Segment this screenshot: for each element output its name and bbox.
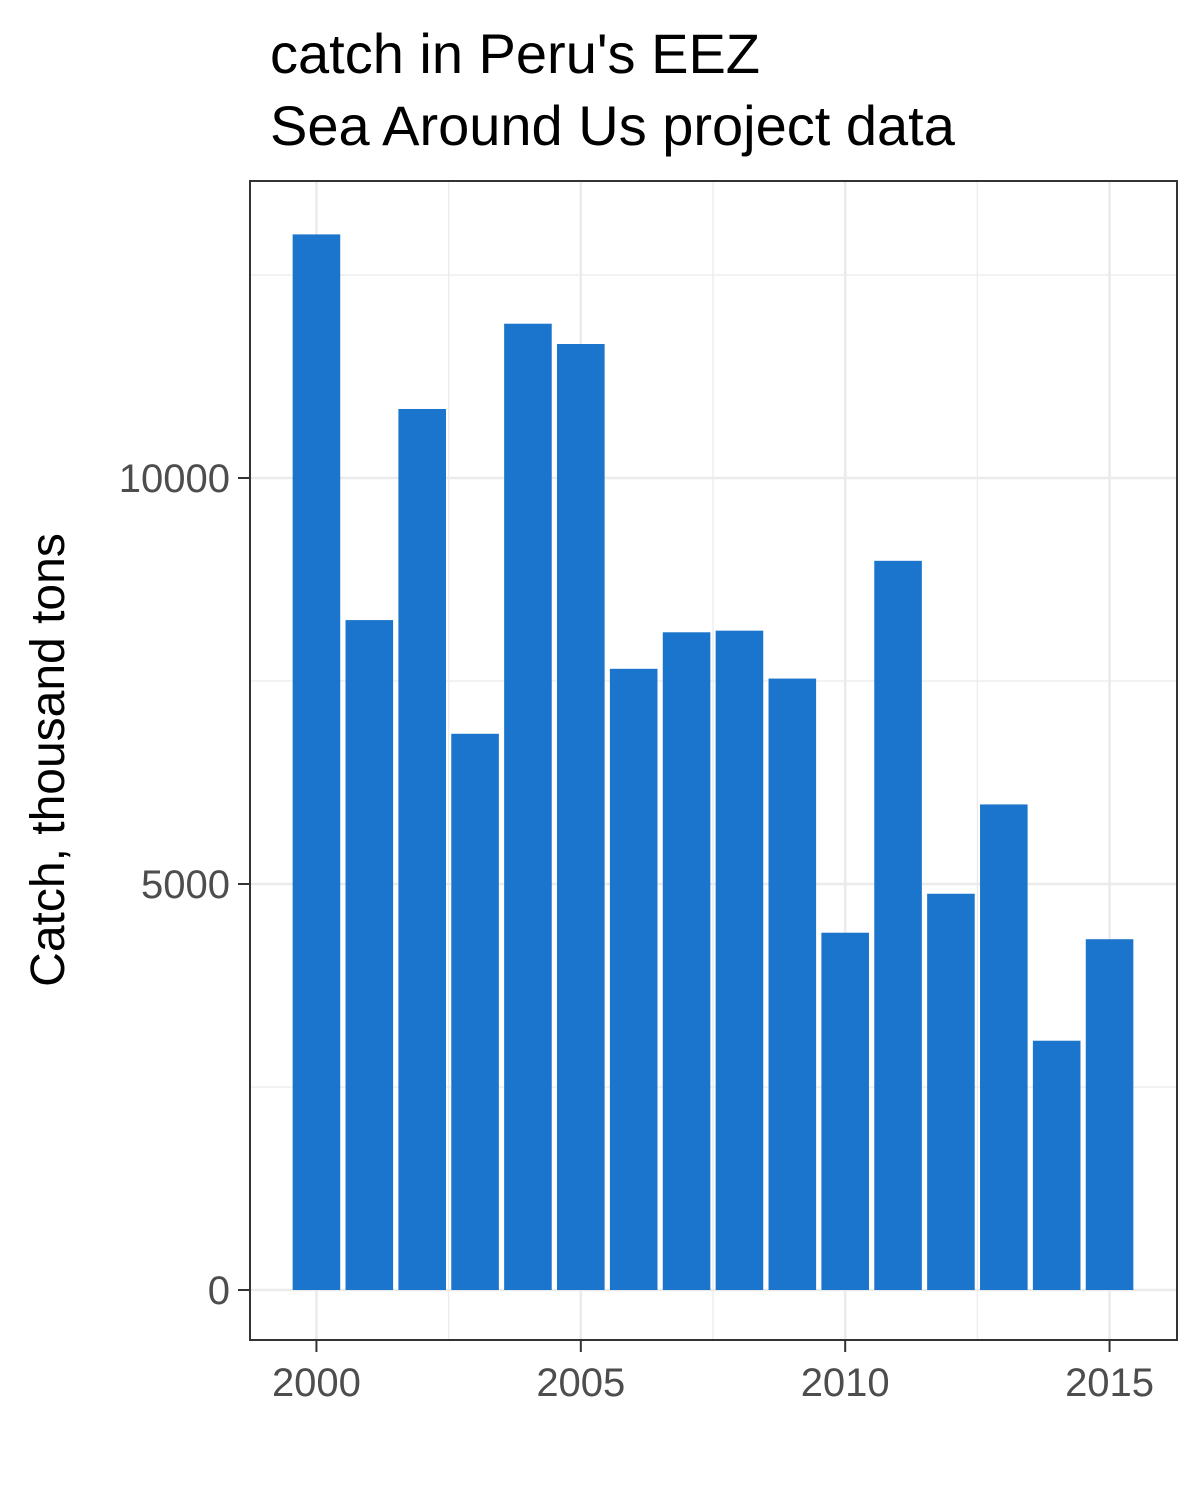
panel-border	[249, 180, 1178, 1341]
bar-2005	[557, 344, 605, 1290]
bar-2014	[1032, 1040, 1081, 1290]
bar-2010	[821, 932, 869, 1290]
bars	[292, 234, 1134, 1291]
bar-2008	[715, 630, 764, 1290]
chart-title: catch in Peru's EEZ	[270, 22, 760, 85]
bar-2001	[345, 620, 394, 1290]
bar-2006	[609, 668, 658, 1290]
bar-2004	[504, 323, 552, 1291]
chart-subtitle: Sea Around Us project data	[270, 94, 955, 157]
x-tick-label: 2005	[536, 1361, 625, 1405]
y-axis: 0 5000 10000	[119, 457, 250, 1313]
x-tick-label: 2010	[801, 1361, 890, 1405]
y-axis-title: Catch, thousand tons	[22, 533, 75, 987]
bar-2009	[768, 678, 817, 1290]
bar-2012	[927, 893, 975, 1290]
x-tick-label: 2015	[1065, 1361, 1154, 1405]
bar-2013	[980, 804, 1028, 1290]
y-tick-label: 0	[208, 1269, 230, 1313]
y-tick-label: 5000	[141, 863, 230, 907]
bar-2002	[398, 408, 446, 1291]
bar-2000	[292, 234, 341, 1290]
y-tick-label: 10000	[119, 457, 230, 501]
bar-2015	[1085, 939, 1134, 1290]
x-axis: 2000 2005 2010 2015	[272, 1340, 1154, 1405]
bar-2011	[874, 560, 922, 1290]
bar-2007	[662, 632, 711, 1290]
bar-2003	[451, 733, 499, 1290]
x-tick-label: 2000	[272, 1361, 361, 1405]
